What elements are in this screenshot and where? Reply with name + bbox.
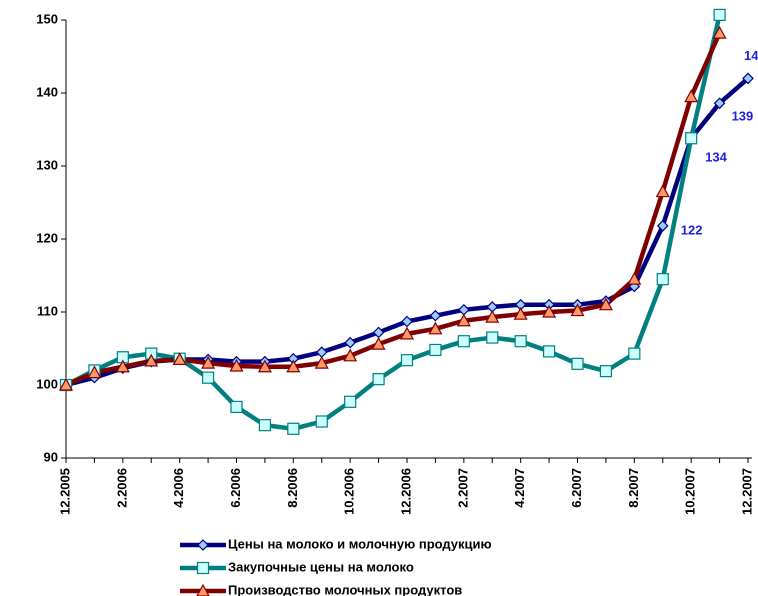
data-point: [172, 352, 187, 366]
legend-label: Закупочные цены на молоко: [228, 559, 414, 574]
legend-marker: [196, 561, 210, 575]
data-point: [598, 297, 613, 311]
x-tick-label: 6.2007: [569, 468, 584, 508]
data-point: [713, 8, 726, 21]
data-point: [684, 89, 699, 103]
data-point: [315, 415, 328, 428]
legend-label: Производство молочных продуктов: [228, 582, 462, 596]
data-point: [401, 315, 413, 328]
data-point: [258, 419, 272, 432]
data-point: [713, 97, 726, 110]
data-point: [485, 309, 500, 323]
data-point: [144, 353, 159, 367]
data-point: [656, 220, 669, 232]
data-point: [372, 373, 385, 386]
series-line: [65, 32, 722, 388]
x-tick-label: 2.2006: [114, 468, 129, 508]
data-point: [599, 365, 613, 378]
data-point: [344, 395, 357, 408]
legend-marker: [196, 583, 210, 596]
data-point: [343, 348, 358, 362]
y-tick-label: 130: [36, 157, 58, 172]
data-point: [570, 303, 585, 317]
legend-label: Цены на молоко и молочную продукцию: [228, 536, 492, 551]
data-point: [230, 400, 243, 413]
data-point: [400, 354, 414, 367]
data-point: [514, 335, 527, 348]
data-point: [314, 355, 329, 369]
y-tick-label: 140: [36, 84, 58, 99]
data-point: [486, 331, 499, 344]
data-point: [201, 355, 216, 369]
data-point: [229, 358, 244, 372]
data-point: [457, 335, 470, 348]
data-point: [627, 271, 642, 285]
data-point: [742, 72, 754, 85]
x-tick-label: 8.2007: [626, 468, 641, 508]
data-point: [656, 273, 669, 286]
x-tick-label: 12.2006: [398, 468, 413, 515]
data-label: 134: [705, 150, 727, 165]
data-point: [87, 365, 102, 379]
y-tick-label: 90: [44, 449, 58, 464]
legend-marker: [197, 539, 209, 551]
data-point: [257, 359, 272, 373]
x-tick-label: 10.2007: [683, 468, 698, 515]
data-point: [429, 343, 442, 357]
data-point: [399, 326, 415, 340]
y-tick-label: 150: [36, 11, 58, 26]
data-point: [712, 25, 727, 39]
data-point: [542, 304, 557, 318]
y-tick-label: 100: [36, 376, 58, 391]
x-tick-label: 4.2007: [512, 468, 527, 508]
y-tick-label: 120: [36, 230, 58, 245]
x-tick-label: 10.2006: [342, 468, 357, 515]
x-tick-label: 12.2007: [739, 468, 754, 515]
data-point: [286, 359, 301, 373]
data-label: 122: [681, 222, 703, 237]
data-point: [685, 132, 698, 145]
x-tick-label: 12.2005: [57, 468, 72, 515]
data-point: [115, 359, 130, 373]
data-point: [571, 357, 584, 370]
data-point: [429, 309, 442, 322]
data-point: [457, 303, 470, 316]
data-point: [628, 347, 641, 360]
series-line: [64, 14, 722, 432]
x-tick-label: 4.2006: [171, 468, 186, 508]
data-point: [371, 336, 386, 350]
data-point: [655, 184, 670, 198]
data-label: 142: [744, 48, 758, 63]
data-point: [344, 336, 357, 349]
x-tick-label: 8.2006: [285, 468, 300, 508]
data-label: 139: [732, 109, 754, 124]
data-point: [542, 345, 556, 358]
data-point: [287, 422, 300, 435]
data-point: [513, 306, 528, 320]
x-tick-label: 2.2007: [455, 468, 470, 508]
data-point: [58, 377, 74, 391]
x-tick-label: 6.2006: [228, 468, 243, 508]
data-point: [201, 371, 215, 384]
data-point: [456, 313, 471, 327]
data-point: [428, 321, 443, 335]
y-tick-label: 110: [37, 303, 58, 318]
